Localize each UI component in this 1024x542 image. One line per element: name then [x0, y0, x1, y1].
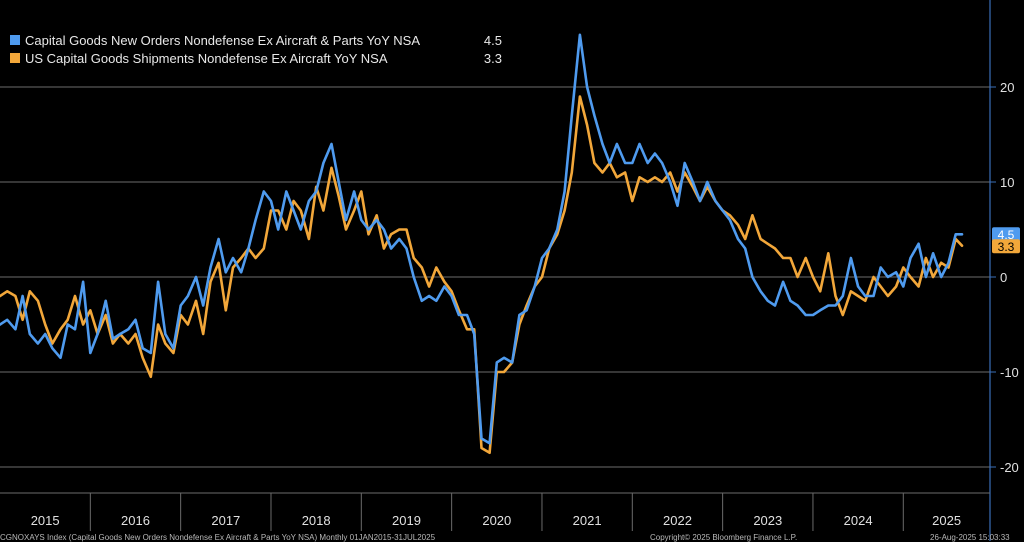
gridlines [0, 86, 990, 468]
series-layer [0, 33, 964, 455]
end-value-labels: 4.53.3 [992, 227, 1020, 254]
end-badge-label-shipments: 3.3 [998, 240, 1015, 254]
footer-source: CGNOXAYS Index (Capital Goods New Orders… [0, 533, 436, 542]
x-tick-label-2022: 2022 [663, 513, 692, 528]
legend: Capital Goods New Orders Nondefense Ex A… [6, 31, 506, 69]
end-badge-label-orders: 4.5 [998, 228, 1015, 242]
footer-copyright: Copyright© 2025 Bloomberg Finance L.P. [650, 533, 798, 542]
x-tick-label-2024: 2024 [844, 513, 873, 528]
x-tick-label-2023: 2023 [753, 513, 782, 528]
end-badge-shipments [992, 239, 1020, 254]
y-tick-label-10: 10 [1000, 175, 1014, 190]
end-badge-orders [992, 227, 1020, 242]
y-tick-label-0: 0 [1000, 270, 1007, 285]
x-tick-label-2017: 2017 [211, 513, 240, 528]
legend-item-shipments: US Capital Goods Shipments Nondefense Ex… [10, 49, 502, 67]
x-tick-label-2021: 2021 [573, 513, 602, 528]
y-axis: 20 10 0 -10 -20 [989, 0, 1019, 541]
x-tick-label-2016: 2016 [121, 513, 150, 528]
x-tick-label-2019: 2019 [392, 513, 421, 528]
y-tick-label--20: -20 [1000, 460, 1019, 475]
x-axis: 2015 2016 2017 2018 2019 2020 2021 2022 2023 2024… [0, 492, 990, 531]
legend-label-orders: Capital Goods New Orders Nondefense Ex A… [25, 32, 421, 48]
legend-value-shipments: 3.3 [483, 50, 502, 66]
legend-swatch-orders [10, 35, 20, 45]
y-tick-label--10: -10 [1000, 365, 1019, 380]
legend-swatch-shipments [10, 53, 20, 63]
y-tick-label-20: 20 [1000, 80, 1014, 95]
legend-value-orders: 4.5 [483, 32, 502, 48]
series-line-orders [0, 33, 964, 445]
x-tick-label-2015: 2015 [31, 513, 60, 528]
x-tick-label-2025: 2025 [932, 513, 961, 528]
footer-timestamp: 26-Aug-2025 15:03:33 [930, 533, 1010, 542]
x-tick-label-2020: 2020 [482, 513, 511, 528]
legend-label-shipments: US Capital Goods Shipments Nondefense Ex… [25, 50, 388, 66]
x-tick-label-2018: 2018 [302, 513, 331, 528]
legend-item-orders: Capital Goods New Orders Nondefense Ex A… [10, 31, 502, 49]
series-line-shipments [0, 95, 964, 455]
